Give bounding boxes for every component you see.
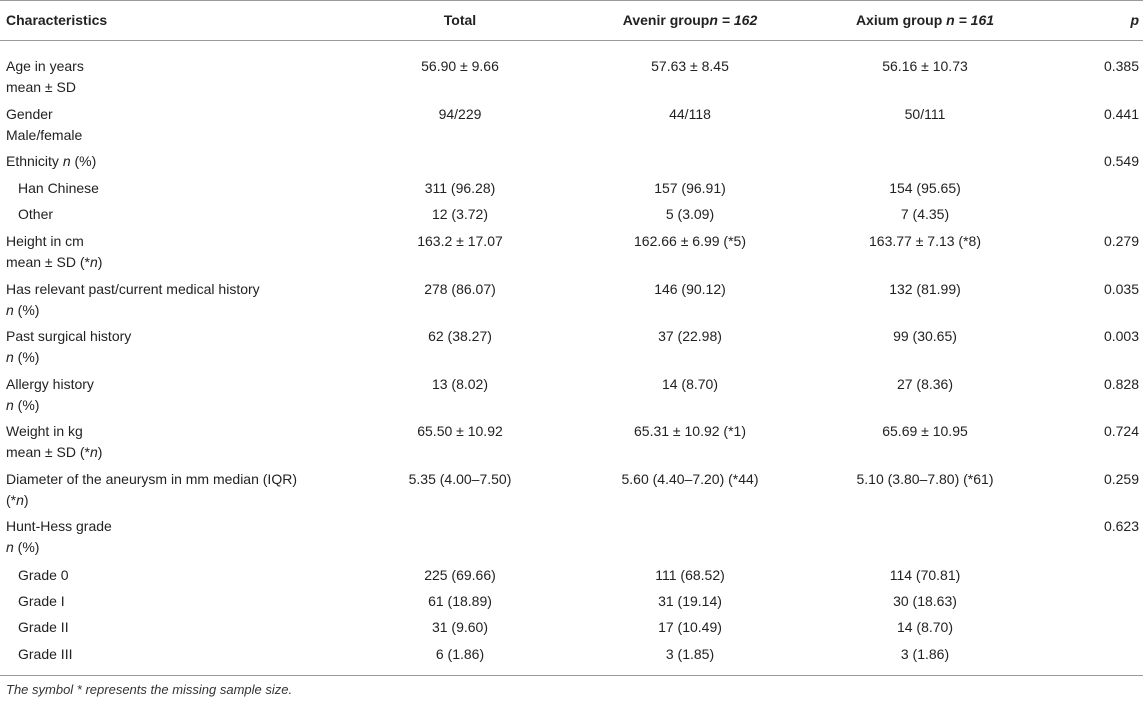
cell-total: 65.50 ± 10.92	[417, 423, 503, 439]
cell-total: 31 (9.60)	[431, 619, 489, 635]
row-label: Grade II	[18, 619, 69, 635]
cell-total: 94/229	[438, 106, 482, 122]
header-characteristics: Characteristics	[6, 12, 108, 28]
cell-avenir: 57.63 ± 8.45	[651, 58, 729, 74]
header-p: p	[1130, 12, 1139, 28]
top-rule	[0, 0, 1143, 1]
cell-axium: 50/111	[904, 106, 946, 122]
cell-avenir: 44/118	[669, 106, 711, 122]
cell-avenir: 37 (22.98)	[658, 328, 722, 344]
cell-total: 225 (69.66)	[424, 567, 496, 583]
cell-total: 163.2 ± 17.07	[417, 233, 503, 249]
cell-axium: 154 (95.65)	[889, 180, 961, 196]
cell-axium: 14 (8.70)	[896, 619, 954, 635]
row-label: Weight in kg mean ± SD (*n)	[6, 423, 103, 460]
bottom-rule	[0, 675, 1143, 676]
cell-axium: 99 (30.65)	[893, 328, 957, 344]
cell-avenir: 146 (90.12)	[654, 281, 726, 297]
row-label: Grade I	[18, 593, 65, 609]
row-label: Han Chinese	[18, 180, 99, 196]
table-footnote: The symbol * represents the missing samp…	[6, 682, 293, 697]
cell-p: 0.035	[1103, 281, 1139, 297]
cell-avenir: 14 (8.70)	[661, 376, 719, 392]
row-label: Height in cm mean ± SD (*n)	[6, 233, 103, 270]
row-label: Other	[18, 206, 54, 222]
row-label: Hunt-Hess grade n (%)	[6, 518, 112, 555]
row-label: Grade III	[18, 646, 73, 662]
cell-p: 0.441	[1103, 106, 1139, 122]
cell-total: 61 (18.89)	[428, 593, 492, 609]
cell-avenir: 65.31 ± 10.92 (*1)	[634, 423, 746, 439]
cell-total: 12 (3.72)	[431, 206, 489, 222]
header-total: Total	[443, 12, 477, 28]
cell-total: 56.90 ± 9.66	[421, 58, 499, 74]
cell-p: 0.279	[1103, 233, 1139, 249]
cell-p: 0.259	[1103, 471, 1139, 487]
cell-p: 0.003	[1103, 328, 1139, 344]
row-label: Allergy history n (%)	[6, 376, 94, 413]
cell-total: 5.35 (4.00–7.50)	[408, 471, 512, 487]
header-axium: Axium group n = 161	[855, 12, 995, 28]
cell-axium: 132 (81.99)	[889, 281, 961, 297]
cell-total: 62 (38.27)	[428, 328, 492, 344]
cell-avenir: 111 (68.52)	[655, 567, 725, 583]
cell-p: 0.385	[1103, 58, 1139, 74]
row-label: Past surgical history n (%)	[6, 328, 132, 365]
cell-p: 0.549	[1103, 153, 1139, 169]
cell-p: 0.623	[1103, 518, 1139, 534]
row-label: Grade 0	[18, 567, 69, 583]
row-label: Ethnicity n (%)	[6, 153, 97, 169]
cell-axium: 30 (18.63)	[893, 593, 957, 609]
cell-axium: 27 (8.36)	[896, 376, 954, 392]
cell-avenir: 157 (96.91)	[654, 180, 726, 196]
cell-avenir: 5.60 (4.40–7.20) (*44)	[621, 471, 759, 487]
row-label: Gender Male/female	[6, 106, 83, 143]
cell-avenir: 3 (1.85)	[665, 646, 715, 662]
header-rule	[0, 40, 1143, 41]
cell-axium: 114 (70.81)	[889, 567, 961, 583]
cell-total: 13 (8.02)	[431, 376, 489, 392]
cell-axium: 65.69 ± 10.95	[882, 423, 968, 439]
cell-avenir: 162.66 ± 6.99 (*5)	[634, 233, 746, 249]
cell-avenir: 17 (10.49)	[658, 619, 722, 635]
cell-p: 0.828	[1103, 376, 1139, 392]
cell-axium: 56.16 ± 10.73	[882, 58, 968, 74]
cell-axium: 7 (4.35)	[900, 206, 950, 222]
cell-avenir: 5 (3.09)	[665, 206, 715, 222]
cell-p: 0.724	[1103, 423, 1139, 439]
cell-total: 6 (1.86)	[435, 646, 485, 662]
header-avenir: Avenir groupn = 162	[622, 12, 758, 28]
cell-total: 311 (96.28)	[424, 180, 496, 196]
cell-axium: 5.10 (3.80–7.80) (*61)	[856, 471, 994, 487]
cell-total: 278 (86.07)	[424, 281, 496, 297]
cell-axium: 3 (1.86)	[900, 646, 950, 662]
row-label: Diameter of the aneurysm in mm median (I…	[6, 471, 297, 508]
row-label: Has relevant past/current medical histor…	[6, 281, 260, 318]
cell-avenir: 31 (19.14)	[658, 593, 722, 609]
row-label: Age in years mean ± SD	[6, 58, 84, 95]
cell-axium: 163.77 ± 7.13 (*8)	[869, 233, 981, 249]
